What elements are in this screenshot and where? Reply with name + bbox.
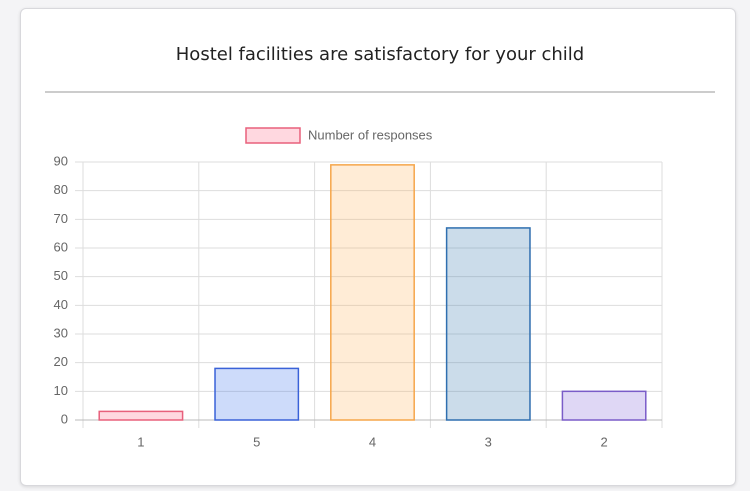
x-tick-label: 4 <box>369 434 376 449</box>
y-tick-label: 70 <box>54 211 68 226</box>
x-tick-label: 3 <box>485 434 492 449</box>
y-tick-label: 80 <box>54 182 68 197</box>
bar <box>98 410 184 421</box>
y-tick-label: 90 <box>54 153 68 168</box>
legend-label: Number of responses <box>308 127 433 142</box>
bar <box>561 390 647 421</box>
chart-title: Hostel facilities are satisfactory for y… <box>176 44 584 65</box>
y-tick-label: 0 <box>61 411 68 426</box>
x-tick-label: 1 <box>137 434 144 449</box>
bar <box>214 367 300 421</box>
y-tick-label: 10 <box>54 383 68 398</box>
x-tick-label: 2 <box>600 434 607 449</box>
bar <box>330 164 415 421</box>
y-tick-label: 30 <box>54 325 68 340</box>
y-tick-label: 40 <box>54 297 68 312</box>
y-tick-label: 60 <box>54 239 68 254</box>
legend-swatch <box>245 127 301 144</box>
bar <box>445 227 531 421</box>
y-tick-label: 20 <box>54 354 68 369</box>
card <box>20 8 736 486</box>
y-tick-label: 50 <box>54 268 68 283</box>
x-tick-label: 5 <box>253 434 260 449</box>
